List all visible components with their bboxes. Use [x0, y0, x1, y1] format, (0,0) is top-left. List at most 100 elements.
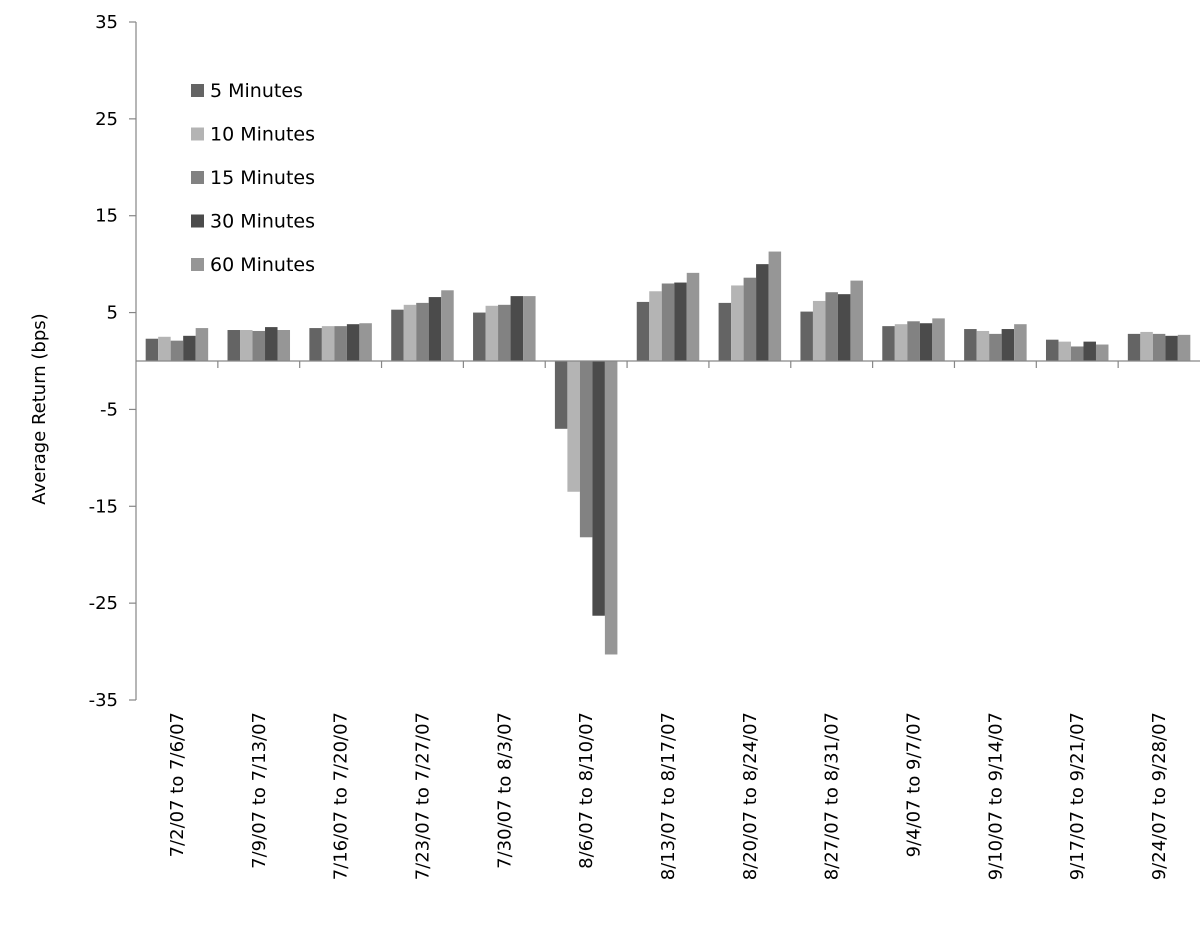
legend-label: 30 Minutes [210, 211, 315, 233]
y-tick-label: -5 [100, 399, 118, 420]
bar [850, 280, 863, 361]
x-tick-label: 8/6/07 to 8/10/07 [576, 712, 597, 869]
bar [894, 324, 908, 361]
bar [473, 312, 486, 361]
bar [485, 305, 499, 361]
bar [1001, 329, 1015, 361]
bar [882, 326, 895, 361]
bar [240, 330, 253, 361]
bar [554, 361, 568, 429]
bar [428, 297, 442, 361]
legend: 5 Minutes 10 Minutes 15 Minutes 30 Minutes 6… [191, 80, 315, 276]
x-tick-label: 7/30/07 to 8/3/07 [494, 712, 515, 869]
bar [309, 328, 322, 361]
x-tick-label: 7/2/07 to 7/6/07 [167, 712, 188, 857]
bar [592, 361, 605, 616]
y-tick-label: 5 [107, 303, 118, 324]
bar [391, 309, 404, 361]
bar [403, 304, 417, 361]
legend-swatch [191, 127, 204, 141]
bar [523, 296, 536, 361]
bar [731, 285, 744, 361]
y-tick-labels: 35 25 15 5 -5 -15 -25 -35 [89, 12, 118, 711]
bar [346, 324, 360, 361]
legend-label: 60 Minutes [210, 254, 315, 276]
bar [334, 326, 347, 361]
legend-label: 5 Minutes [210, 80, 303, 102]
bar [183, 335, 196, 361]
bar [1177, 334, 1191, 361]
bar [649, 291, 662, 361]
y-tick-label: -35 [89, 690, 118, 711]
bar [579, 361, 593, 538]
y-axis-title: Average Return (bps) [29, 313, 50, 504]
bar [718, 302, 732, 361]
bar [195, 328, 209, 361]
y-tick-label: 35 [95, 12, 118, 33]
x-tick-label: 7/23/07 to 7/27/07 [412, 712, 433, 880]
bar [743, 277, 757, 361]
bar [170, 340, 184, 361]
bar [812, 300, 826, 361]
bar [1014, 324, 1027, 361]
bar [964, 329, 977, 361]
bar [1045, 339, 1059, 361]
legend-swatch [191, 258, 204, 271]
x-tick-label: 9/10/07 to 9/14/07 [985, 712, 1006, 880]
bar [800, 311, 813, 361]
bar [277, 330, 291, 361]
legend-label: 15 Minutes [210, 167, 315, 189]
bar [1165, 335, 1178, 361]
bar [158, 336, 171, 361]
bar [636, 301, 650, 361]
axes-layer [129, 21, 1200, 701]
bar [252, 330, 266, 361]
x-tick-label: 8/20/07 to 8/24/07 [740, 712, 761, 880]
x-tick-label: 7/9/07 to 7/13/07 [249, 712, 270, 869]
bar [768, 251, 782, 361]
bar [661, 283, 675, 361]
bar [416, 302, 429, 361]
x-tick-labels: 7/2/07 to 7/6/07 7/9/07 to 7/13/07 7/16/07… [167, 712, 1170, 880]
bar [825, 292, 838, 361]
bar [976, 330, 990, 361]
bar [1083, 341, 1096, 361]
x-tick-label: 8/13/07 to 8/17/07 [658, 712, 679, 880]
legend-swatch [191, 84, 204, 97]
y-tick-label: 15 [95, 206, 118, 227]
bar [498, 304, 511, 361]
legend-swatch [191, 214, 204, 228]
bar [1152, 333, 1166, 361]
bar [227, 330, 241, 361]
y-tick-label: 25 [95, 109, 118, 130]
bar [359, 323, 372, 361]
y-tick-label: -25 [89, 593, 118, 614]
bar [932, 318, 945, 361]
x-tick-label: 9/24/07 to 9/28/07 [1149, 712, 1170, 880]
bar [567, 361, 580, 492]
x-tick-label: 9/17/07 to 9/21/07 [1067, 712, 1088, 880]
bars-layer [145, 251, 1191, 655]
x-tick-label: 9/4/07 to 9/7/07 [904, 712, 925, 857]
bar [674, 282, 687, 361]
bar [1140, 331, 1153, 361]
legend-label: 10 Minutes [210, 124, 315, 146]
x-tick-label: 8/27/07 to 8/31/07 [822, 712, 843, 880]
bar [1070, 346, 1084, 361]
bar [145, 338, 159, 361]
bar [919, 323, 933, 361]
bar [837, 294, 851, 361]
bar [1127, 333, 1141, 361]
bar [756, 264, 769, 361]
bar [1095, 344, 1109, 361]
bar [510, 296, 524, 361]
legend-swatch [191, 171, 204, 184]
bar [441, 290, 454, 361]
bar [686, 272, 700, 361]
bar [989, 333, 1002, 361]
y-tick-label: -15 [89, 496, 118, 517]
bar [907, 321, 920, 361]
bar [265, 327, 278, 361]
